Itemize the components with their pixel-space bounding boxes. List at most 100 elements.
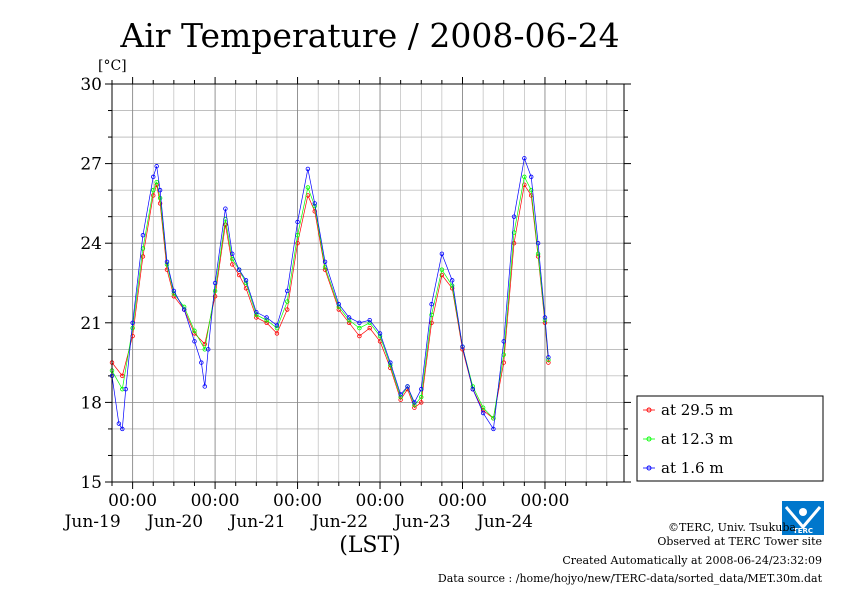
series-2-point xyxy=(529,187,534,193)
y-tick-label: 30 xyxy=(80,75,102,95)
series-3-point xyxy=(480,410,486,416)
series-1-point xyxy=(157,201,163,206)
observation-site-text: Observed at TERC Tower site xyxy=(657,535,822,548)
series-3-point xyxy=(412,400,417,405)
series-3-point xyxy=(312,201,317,206)
series-3-point xyxy=(164,259,170,264)
series-1 xyxy=(109,182,551,421)
series-3-point xyxy=(140,233,146,238)
series-3-point xyxy=(377,331,383,336)
data-source-path: Data source : /home/hojyo/new/TERC-data/… xyxy=(437,572,822,585)
series-1-point xyxy=(140,254,146,259)
series-3-line xyxy=(111,156,549,430)
series-2-point xyxy=(511,230,517,235)
series-3-point xyxy=(130,320,135,325)
series-2 xyxy=(109,174,551,421)
series-2-point xyxy=(398,394,403,400)
series-2-point xyxy=(449,283,455,288)
series-1-point xyxy=(254,315,259,320)
series-3-point xyxy=(192,339,197,344)
series-2-point xyxy=(346,317,352,323)
y-tick-label: 18 xyxy=(80,393,102,413)
series-3-point xyxy=(305,166,311,172)
series-1-point xyxy=(130,333,135,339)
series-1-point xyxy=(120,373,125,379)
series-1-point xyxy=(546,360,551,365)
series-1-point xyxy=(151,193,156,198)
series-3-point xyxy=(243,278,249,283)
y-tick-label: 27 xyxy=(80,155,102,175)
y-tick-label: 21 xyxy=(80,314,102,334)
credit-text: ©TERC, Univ. Tsukuba xyxy=(667,521,796,534)
series-3-point xyxy=(254,309,259,315)
x-tick-date-label: Jun-21 xyxy=(228,512,286,532)
y-axis-ticks: 15 18 21 24 27 30 xyxy=(80,75,631,493)
series-2-point xyxy=(357,325,362,331)
series-1-point xyxy=(285,307,290,312)
legend-entry-label: at 1.6 m xyxy=(661,459,724,477)
series-3-point xyxy=(212,280,218,286)
series-3-point xyxy=(202,384,207,389)
series-3-point xyxy=(151,174,156,180)
series-3-point xyxy=(295,219,300,225)
legend: at 29.5 m at 12.3 m at 1.6 m xyxy=(636,395,824,482)
series-3-point xyxy=(529,174,534,180)
series-3-point xyxy=(511,214,517,219)
series-3-point xyxy=(116,421,122,426)
legend-swatch-marker xyxy=(646,407,652,413)
series-1-point xyxy=(367,325,372,331)
series-1-point xyxy=(357,333,362,339)
series-3-point xyxy=(154,164,159,169)
series-3-point xyxy=(460,344,465,349)
series-3-point xyxy=(285,288,290,294)
series-1-point xyxy=(212,294,218,299)
series-layer xyxy=(109,156,551,432)
series-3-point xyxy=(264,315,269,320)
x-tick-time-label: 00:00 xyxy=(520,491,569,511)
x-axis-ticks: 00:00Jun-1900:00Jun-2000:00Jun-2100:00Ju… xyxy=(63,77,608,532)
series-3-point xyxy=(405,384,410,389)
series-2-point xyxy=(491,416,496,421)
series-3-point xyxy=(357,320,362,325)
series-3-point xyxy=(157,187,163,193)
series-3-point xyxy=(123,386,128,392)
series-3-point xyxy=(336,302,341,307)
series-3-point xyxy=(439,251,445,257)
series-1-point xyxy=(312,209,317,214)
x-tick-date-label: Jun-22 xyxy=(310,512,368,532)
series-1-point xyxy=(429,320,434,325)
series-2-point xyxy=(151,187,156,193)
series-3-point xyxy=(449,278,455,283)
series-2-point xyxy=(429,312,434,318)
plot-frame xyxy=(111,83,625,483)
series-1-point xyxy=(398,397,403,402)
series-1-point xyxy=(274,331,280,336)
series-1-point xyxy=(223,222,228,227)
series-2-point xyxy=(522,174,527,180)
x-tick-date-label: Jun-23 xyxy=(392,512,450,532)
series-2-point xyxy=(157,195,163,201)
grid xyxy=(112,84,624,482)
x-tick-time-label: 00:00 xyxy=(438,491,487,511)
series-3-point xyxy=(546,355,551,360)
series-3-point xyxy=(181,307,187,312)
series-1-line xyxy=(111,183,549,419)
series-3-point xyxy=(274,323,280,328)
series-3-point xyxy=(388,360,393,365)
series-3-point xyxy=(199,360,204,365)
y-axis-unit: [°C] xyxy=(98,58,127,74)
series-1-point xyxy=(202,341,207,347)
series-2-point xyxy=(130,325,135,331)
legend-entry-label: at 29.5 m xyxy=(661,401,733,419)
series-3-point xyxy=(206,347,211,352)
series-1-point xyxy=(511,240,517,246)
series-3-point xyxy=(522,156,527,161)
series-1-point xyxy=(419,400,424,405)
series-2-point xyxy=(192,328,197,333)
x-tick-date-label: Jun-19 xyxy=(63,512,121,532)
series-1-point xyxy=(230,262,235,267)
series-1-point xyxy=(439,272,445,278)
series-2-point xyxy=(254,312,259,318)
series-3-point xyxy=(322,259,328,264)
logo-text: TERC xyxy=(793,527,813,535)
